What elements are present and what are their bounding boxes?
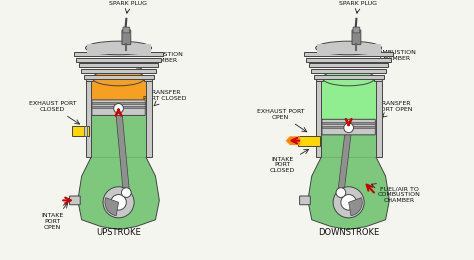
Bar (87, 44, 151, 54)
Bar (322, 122, 375, 124)
Ellipse shape (85, 41, 152, 55)
Wedge shape (349, 198, 362, 216)
Bar (83, 126, 88, 136)
Bar (311, 69, 386, 73)
Bar (83, 75, 154, 79)
Wedge shape (105, 198, 118, 216)
Text: EXHAUST PORT
OPEN: EXHAUST PORT OPEN (257, 109, 307, 132)
Bar (316, 77, 323, 81)
Circle shape (114, 103, 123, 113)
Text: EXHAUST PORT
CLOSED: EXHAUST PORT CLOSED (29, 101, 80, 124)
Circle shape (333, 187, 364, 218)
Bar (376, 79, 382, 157)
Text: TRANSFER
PORT CLOSED: TRANSFER PORT CLOSED (144, 90, 187, 106)
Bar (304, 52, 393, 56)
Text: INTAKE
PORT
CLOSED: INTAKE PORT CLOSED (270, 149, 309, 173)
Text: UPSTROKE: UPSTROKE (96, 228, 141, 237)
Bar (91, 115, 146, 157)
Circle shape (121, 188, 131, 197)
Circle shape (344, 123, 354, 133)
Bar (316, 79, 321, 157)
Bar (144, 77, 152, 81)
Bar (321, 134, 376, 157)
FancyBboxPatch shape (352, 30, 361, 44)
Circle shape (341, 194, 356, 210)
Ellipse shape (92, 70, 145, 86)
Bar (81, 69, 156, 73)
Bar (317, 44, 381, 54)
Polygon shape (308, 157, 390, 230)
Text: COMBUSTION
CHAMBER: COMBUSTION CHAMBER (137, 52, 184, 68)
Bar (322, 126, 375, 128)
FancyBboxPatch shape (92, 100, 145, 115)
Text: FUEL/AIR TO
COMBUSTION
CHAMBER: FUEL/AIR TO COMBUSTION CHAMBER (372, 184, 420, 203)
FancyBboxPatch shape (122, 30, 131, 44)
FancyArrow shape (285, 136, 300, 146)
Circle shape (336, 188, 346, 197)
FancyBboxPatch shape (123, 27, 130, 33)
FancyBboxPatch shape (300, 196, 310, 205)
Bar (74, 52, 163, 56)
Bar (76, 58, 161, 62)
Bar (321, 79, 376, 120)
Bar (314, 75, 383, 79)
Bar (91, 79, 146, 100)
Bar (306, 58, 391, 62)
Text: INTAKE
PORT
OPEN: INTAKE PORT OPEN (41, 203, 68, 230)
Bar (72, 126, 90, 136)
Polygon shape (78, 157, 159, 230)
Text: COMBUSTION
CHAMBER: COMBUSTION CHAMBER (367, 50, 417, 64)
Bar (92, 106, 145, 108)
Text: SPARK PLUG: SPARK PLUG (339, 1, 377, 13)
Bar (85, 77, 93, 81)
Circle shape (103, 187, 134, 218)
FancyBboxPatch shape (353, 27, 360, 33)
Text: SPARK PLUG: SPARK PLUG (109, 1, 147, 13)
Ellipse shape (316, 41, 382, 55)
Bar (79, 63, 158, 67)
Bar (85, 79, 91, 157)
Bar (92, 102, 145, 104)
FancyBboxPatch shape (70, 196, 80, 205)
Bar (374, 77, 382, 81)
Circle shape (111, 194, 127, 210)
Bar (146, 79, 152, 157)
Bar (298, 136, 319, 146)
FancyBboxPatch shape (322, 119, 375, 135)
Ellipse shape (322, 70, 375, 86)
Bar (309, 63, 389, 67)
Text: TRANSFER
PORT OPEN: TRANSFER PORT OPEN (377, 101, 413, 117)
Text: DOWNSTROKE: DOWNSTROKE (318, 228, 379, 237)
